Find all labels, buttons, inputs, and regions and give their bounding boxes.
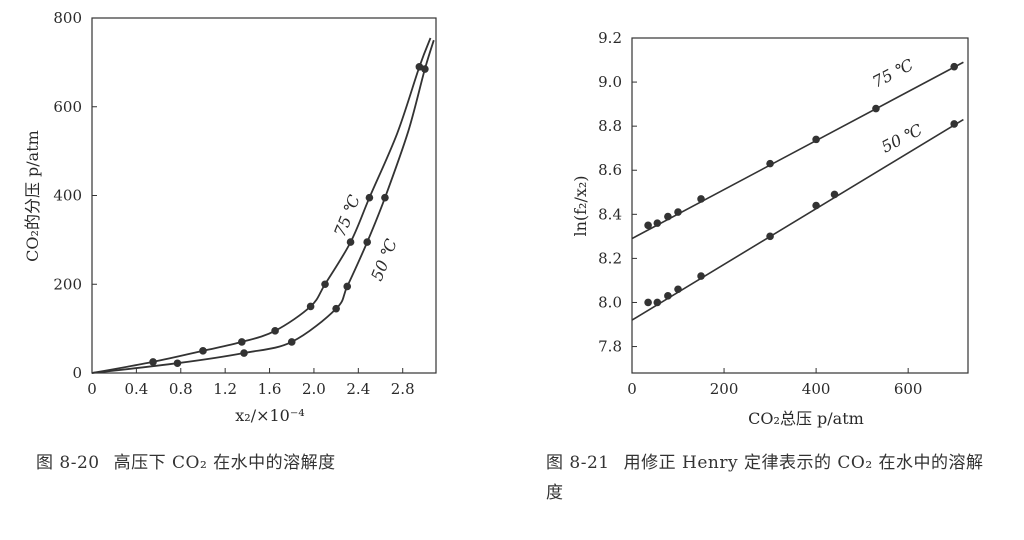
y-tick-label: 8.4 — [598, 205, 622, 223]
series-label-75c-right: 75 ℃ — [869, 55, 916, 92]
data-point-50c — [664, 292, 672, 300]
data-point-75c — [271, 327, 279, 335]
data-point-75c — [321, 280, 329, 289]
points-left — [149, 63, 429, 368]
y-tick-label: 8.6 — [598, 161, 622, 179]
y-tick-label: 8.8 — [598, 117, 622, 135]
data-point-50c — [697, 272, 705, 280]
series-label-50c-right: 50 ℃ — [878, 120, 925, 157]
x-ticks-right: 0 200 400 600 — [627, 368, 922, 398]
curves-left — [91, 37, 435, 374]
y-tick-label: 600 — [53, 98, 82, 116]
data-point-50c — [653, 298, 662, 307]
x-axis-label-left: x₂/×10⁻⁴ — [235, 406, 304, 425]
y-tick-label: 7.8 — [598, 338, 622, 356]
data-point-50c — [674, 285, 682, 294]
curve-50c — [91, 39, 435, 374]
x-tick-label: 2.0 — [302, 380, 326, 398]
chart-co2-partial-pressure: 0 0.4 0.8 1.2 1.6 2.0 2.4 2.8 0 200 400 600 800 CO₂… — [23, 9, 437, 425]
data-point-50c — [644, 298, 652, 307]
x-ticks-left: 0 0.4 0.8 1.2 1.6 2.0 2.4 2.8 — [87, 368, 415, 398]
data-point-50c — [343, 282, 352, 291]
data-point-75c — [674, 208, 682, 216]
series-label-50c-left: 50 ℃ — [367, 236, 401, 283]
x-tick-label: 2.4 — [346, 380, 370, 398]
data-point-75c — [950, 62, 958, 71]
data-point-75c — [872, 104, 880, 113]
curve-75c — [91, 37, 432, 374]
data-point-75c — [365, 193, 374, 202]
caption-number-left: 图 8-20 — [36, 453, 100, 473]
y-tick-label: 800 — [53, 9, 82, 27]
data-point-75c — [697, 195, 705, 203]
y-ticks-left: 0 200 400 600 800 — [53, 9, 97, 382]
data-point-75c — [664, 212, 672, 221]
figure-caption-left: 图 8-20 高压下 CO₂ 在水中的溶解度 — [36, 448, 476, 478]
y-axis-label-right: ln(f₂/x₂) — [571, 175, 590, 236]
data-point-50c — [950, 120, 958, 128]
y-tick-label: 200 — [53, 275, 82, 293]
fit-line-50c — [631, 118, 964, 321]
x-tick-label: 400 — [802, 380, 831, 398]
y-tick-label: 9.0 — [598, 73, 622, 91]
x-tick-label: 1.2 — [213, 380, 237, 398]
x-tick-label: 1.6 — [258, 380, 282, 398]
data-point-75c — [653, 219, 662, 227]
series-label-75c-left: 75 ℃ — [330, 192, 364, 239]
fit-line-75c — [631, 61, 964, 240]
y-tick-label: 8.2 — [598, 249, 622, 267]
data-point-50c — [363, 238, 372, 246]
plot-frame-right — [631, 37, 969, 374]
data-point-50c — [173, 359, 182, 368]
x-tick-label: 200 — [710, 380, 739, 398]
data-point-50c — [830, 190, 839, 199]
caption-text-right: 用修正 Henry 定律表示的 CO₂ 在水中的溶解度 — [546, 453, 984, 503]
caption-text-left: 高压下 CO₂ 在水中的溶解度 — [113, 453, 336, 473]
data-point-75c — [346, 238, 355, 246]
data-point-75c — [766, 159, 774, 168]
y-axis-label-left: CO₂的分压 p/atm — [23, 130, 42, 262]
x-axis-label-right: CO₂总压 p/atm — [748, 409, 864, 428]
x-tick-label: 0.4 — [124, 380, 148, 398]
x-tick-label: 2.8 — [391, 380, 415, 398]
y-tick-label: 8.0 — [598, 293, 622, 311]
chart-henry-law: 0 200 400 600 7.8 8.0 8.2 8.4 8.6 8.8 9.0 9.2 ln(f… — [571, 29, 969, 428]
y-tick-label: 9.2 — [598, 29, 622, 47]
data-point-75c — [149, 358, 157, 366]
data-point-50c — [381, 193, 389, 202]
data-point-50c — [287, 338, 296, 346]
data-point-75c — [812, 135, 820, 144]
data-point-50c — [421, 65, 429, 73]
x-tick-label: 0 — [627, 380, 637, 398]
points-right — [644, 62, 958, 307]
caption-number-right: 图 8-21 — [546, 453, 610, 473]
data-point-50c — [766, 232, 774, 241]
lines-right — [631, 61, 964, 321]
data-point-75c — [306, 302, 315, 311]
x-tick-label: 0 — [87, 380, 97, 398]
y-ticks-right: 7.8 8.0 8.2 8.4 8.6 8.8 9.0 9.2 — [598, 29, 637, 356]
x-tick-label: 0.8 — [169, 380, 193, 398]
data-point-75c — [238, 338, 246, 346]
figure-caption-right: 图 8-21 用修正 Henry 定律表示的 CO₂ 在水中的溶解度 — [546, 448, 996, 508]
y-tick-label: 0 — [72, 364, 82, 382]
data-point-75c — [644, 221, 652, 230]
data-point-50c — [240, 349, 248, 357]
y-tick-label: 400 — [53, 187, 82, 205]
x-tick-label: 600 — [894, 380, 923, 398]
data-point-50c — [332, 304, 340, 313]
data-point-75c — [199, 347, 207, 355]
data-point-50c — [812, 201, 820, 210]
